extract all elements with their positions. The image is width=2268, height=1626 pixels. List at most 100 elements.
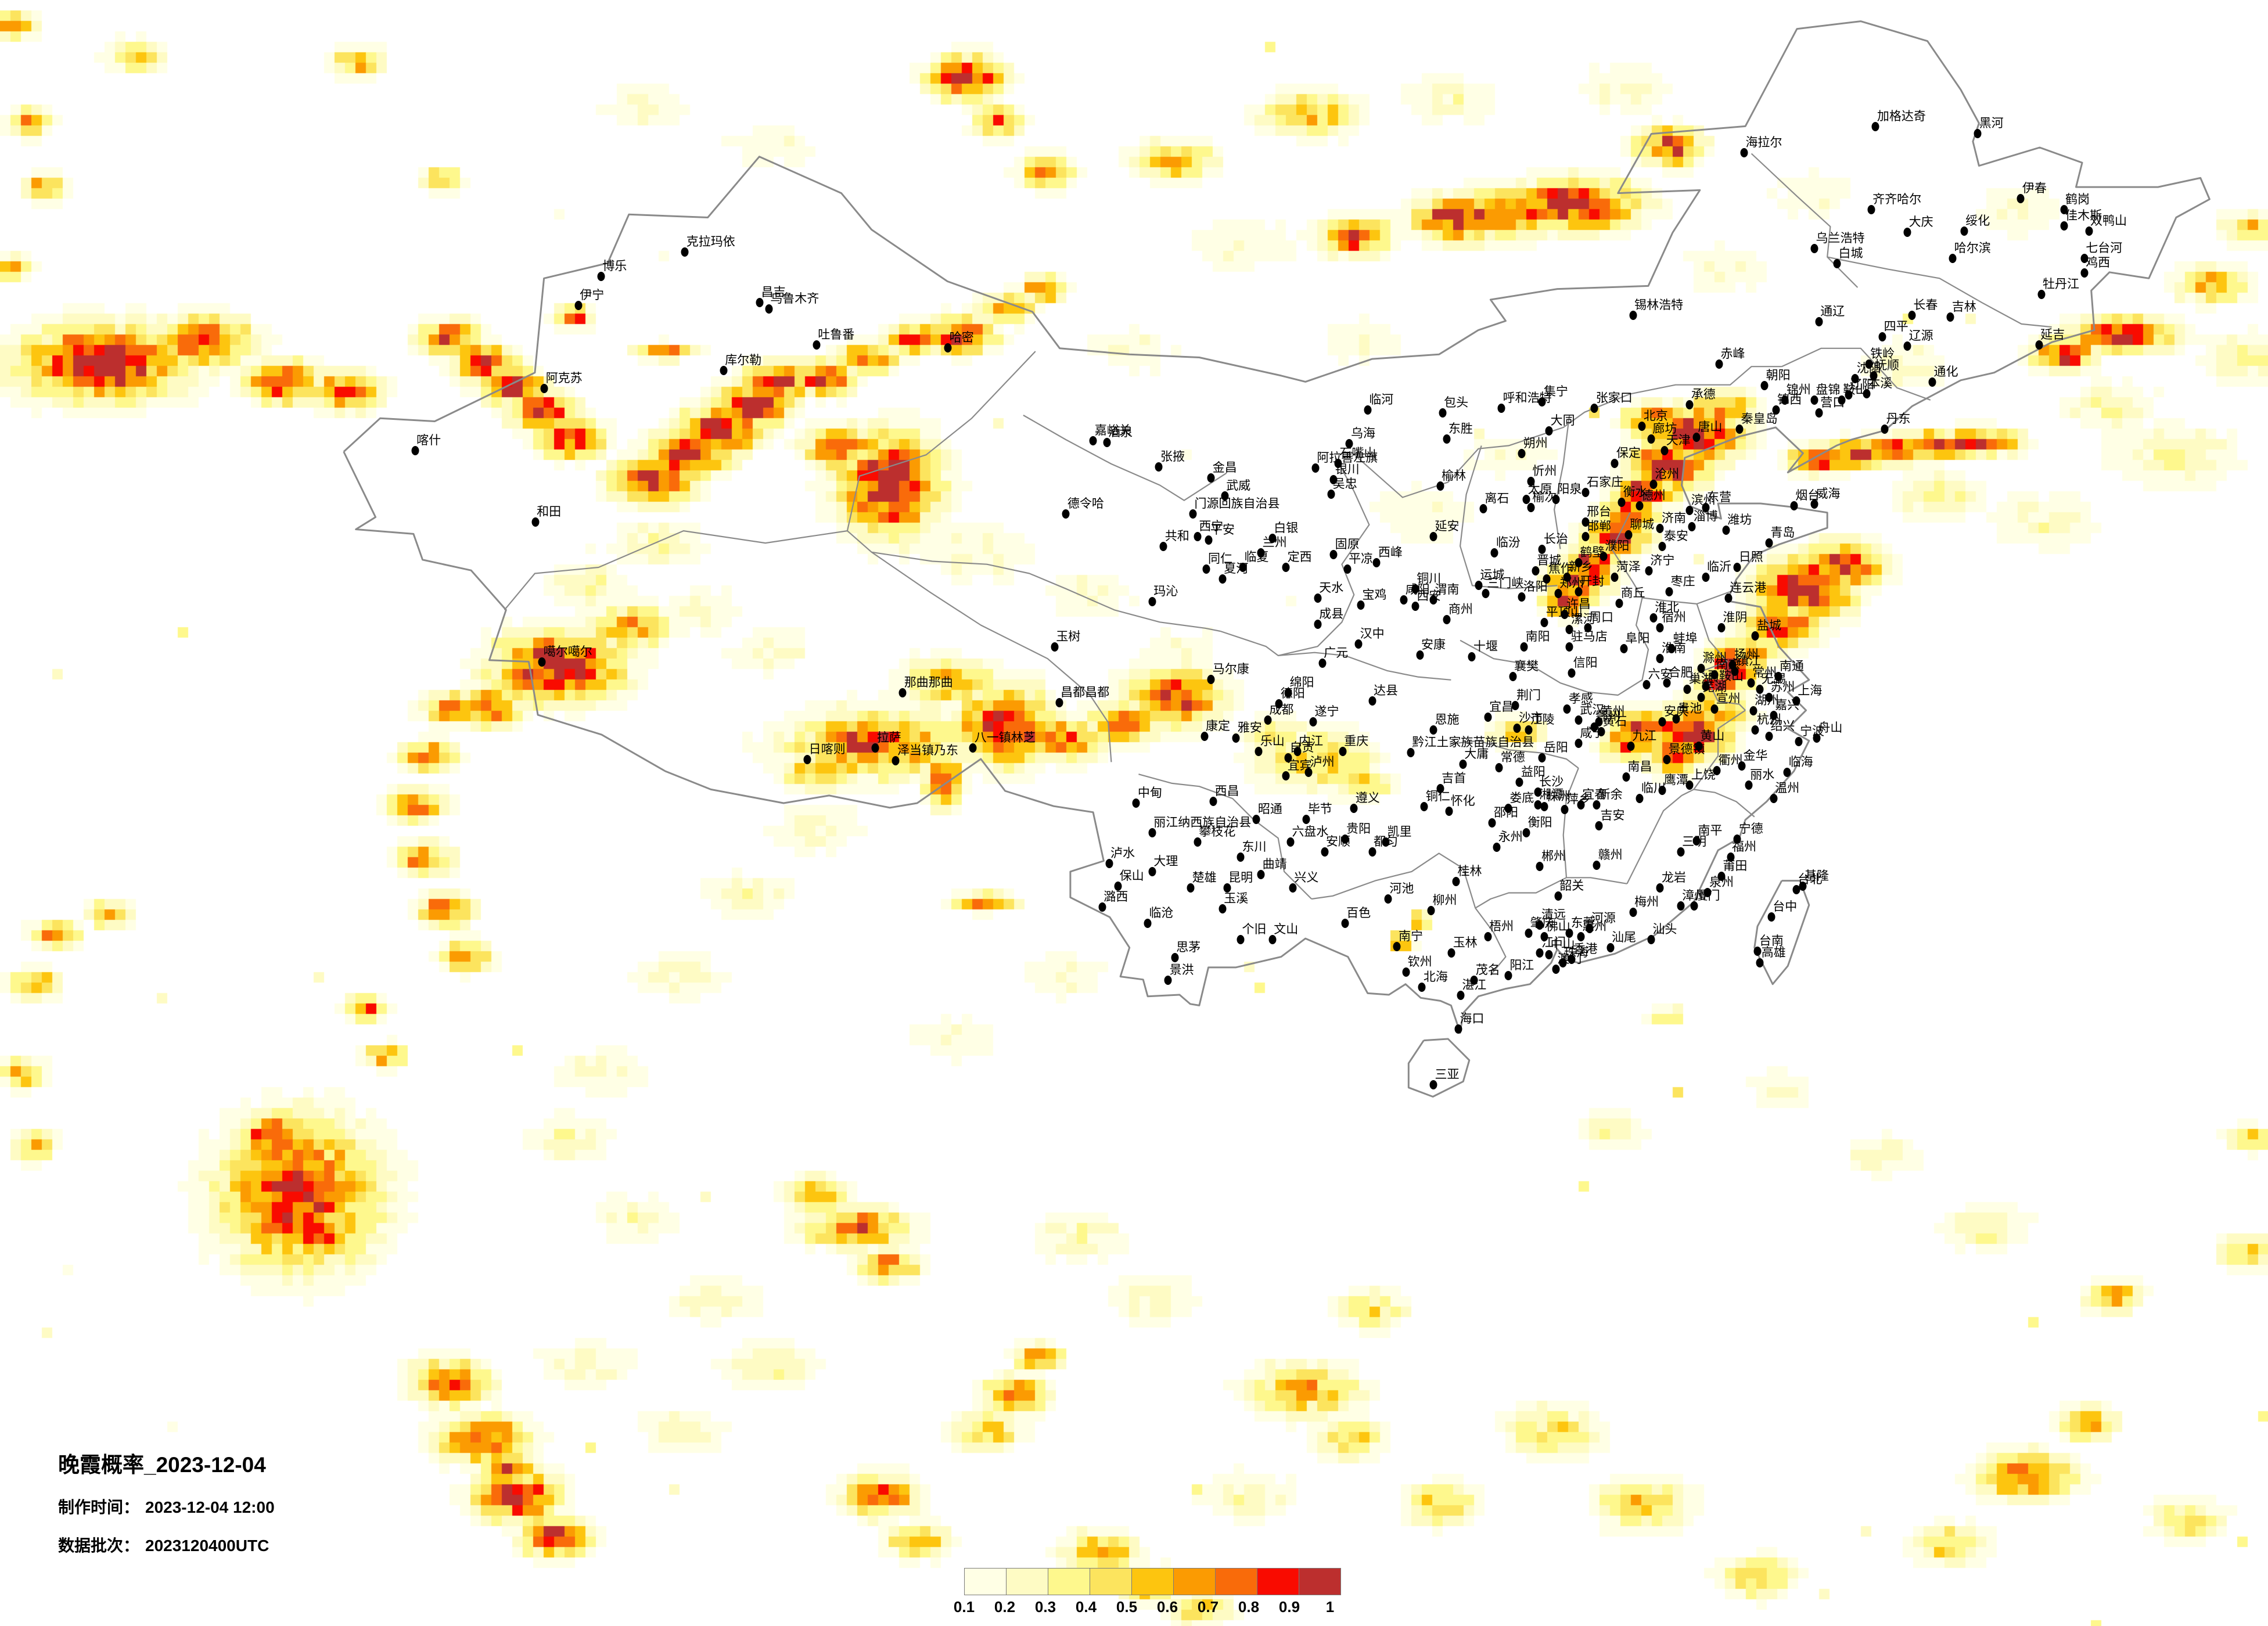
city-marker: 曲靖 [1257, 858, 1287, 880]
city-marker: 平安 [1205, 523, 1235, 545]
city-marker: 廊坊 [1647, 422, 1677, 444]
city-label: 保山 [1119, 869, 1144, 883]
city-dot-icon [1264, 715, 1272, 725]
city-dot-icon [1495, 762, 1503, 772]
city-label: 西峰 [1378, 545, 1403, 559]
city-dot-icon [1727, 852, 1734, 862]
city-marker: 孝感 [1563, 692, 1593, 714]
province-boundary [1311, 852, 1476, 909]
city-marker: 鹤壁 [1575, 546, 1604, 567]
city-dot-icon [1400, 595, 1408, 605]
city-label: 长沙 [1539, 775, 1564, 789]
city-marker: 临夏 [1239, 551, 1268, 573]
city-label: 咸阳 [1405, 583, 1430, 597]
city-marker: 平凉 [1343, 552, 1373, 574]
city-marker: 茂名 [1470, 963, 1500, 985]
city-marker: 东胜 [1443, 422, 1473, 444]
city-dot-icon [1341, 834, 1349, 844]
city-marker: 运城 [1475, 569, 1505, 590]
city-label: 贵阳 [1346, 822, 1371, 836]
city-dot-icon [1765, 732, 1773, 742]
city-dot-icon [1536, 862, 1544, 872]
city-dot-icon [1770, 793, 1778, 803]
city-dot-icon [1382, 837, 1390, 847]
city-marker: 德州 [1636, 489, 1666, 510]
legend-tick-label: 0.2 [994, 1598, 1016, 1616]
city-dot-icon [756, 297, 764, 307]
city-label: 九江 [1632, 729, 1657, 743]
city-dot-icon [1436, 784, 1444, 793]
city-label: 马鞍山 [1707, 669, 1744, 683]
city-dot-icon [1237, 935, 1245, 945]
city-dot-icon [1538, 753, 1546, 762]
city-dot-icon [1443, 614, 1451, 624]
city-dot-icon [1475, 581, 1483, 590]
city-label: 北京 [1643, 409, 1668, 423]
city-marker: 延吉 [2035, 328, 2065, 350]
city-label: 秦皇岛 [1741, 412, 1778, 426]
city-marker: 汕尾 [1606, 931, 1636, 953]
province-boundary [1475, 877, 1627, 909]
city-marker: 焦作 [1543, 562, 1573, 584]
city-marker: 黄山 [1695, 729, 1724, 751]
city-dot-icon [1515, 777, 1523, 787]
city-label: 晋城 [1537, 553, 1562, 567]
city-dot-icon [597, 272, 605, 281]
city-label: 黔江土家族苗族自治县 [1412, 736, 1534, 750]
city-label: 哈密 [949, 331, 974, 345]
city-dot-icon [1459, 760, 1467, 769]
city-marker: 长治 [1538, 533, 1568, 555]
city-dot-icon [1470, 976, 1478, 985]
legend-color-box [1173, 1568, 1216, 1595]
city-dot-icon [1429, 1080, 1437, 1089]
legend-tick-label: 0.4 [1075, 1598, 1097, 1616]
city-label: 三门峡 [1487, 577, 1524, 590]
city-label: 同仁 [1207, 552, 1232, 566]
city-label: 乌兰浩特 [1816, 232, 1865, 246]
city-marker: 北京 [1638, 409, 1668, 431]
city-label: 河池 [1389, 882, 1414, 896]
city-dot-icon [1845, 390, 1853, 400]
city-dot-icon [1665, 587, 1673, 597]
city-dot-icon [1753, 947, 1762, 956]
city-dot-icon [1810, 499, 1818, 509]
city-dot-icon [1783, 768, 1791, 777]
city-label: 噶尔噶尔 [543, 645, 592, 659]
city-label: 海拉尔 [1745, 136, 1782, 150]
city-dot-icon [1207, 675, 1215, 685]
city-dot-icon [1350, 803, 1358, 813]
city-marker: 康定 [1201, 720, 1230, 742]
city-marker: 泰安 [1658, 530, 1688, 551]
city-dot-icon [1575, 738, 1583, 748]
city-dot-icon [2037, 289, 2045, 299]
city-marker: 福州 [1727, 840, 1756, 862]
city-marker: 基隆 [1799, 869, 1829, 891]
city-dot-icon [681, 247, 689, 257]
city-dot-icon [1660, 445, 1669, 455]
city-dot-icon [1304, 768, 1313, 777]
city-dot-icon [1429, 532, 1437, 541]
legend-color-box [1215, 1568, 1257, 1595]
city-label: 武汉 [1580, 703, 1605, 717]
city-dot-icon [1960, 226, 1968, 236]
city-label: 宜宾 [1287, 758, 1312, 772]
city-label: 黑河 [1979, 116, 2004, 130]
city-label: 鹤壁 [1580, 545, 1605, 559]
city-label: 南阳 [1525, 630, 1550, 644]
city-dot-icon [1490, 548, 1498, 557]
city-marker: 桂林 [1452, 865, 1482, 886]
city-label: 武威 [1226, 479, 1251, 492]
city-dot-icon [538, 657, 546, 667]
city-marker: 德阳 [1275, 687, 1305, 709]
city-marker: 临汾 [1490, 536, 1521, 557]
city-marker: 离石 [1479, 492, 1509, 514]
city-dot-icon [1202, 564, 1210, 574]
city-marker: 绵阳 [1284, 676, 1314, 697]
city-marker: 襄樊 [1509, 660, 1539, 681]
city-label: 平顶山 [1545, 606, 1583, 620]
city-label: 通辽 [1820, 305, 1845, 319]
city-marker: 临沂 [1702, 560, 1731, 582]
city-marker: 鸡西 [2080, 256, 2110, 278]
city-label: 阜阳 [1625, 632, 1650, 646]
city-label: 海口 [1460, 1012, 1485, 1026]
